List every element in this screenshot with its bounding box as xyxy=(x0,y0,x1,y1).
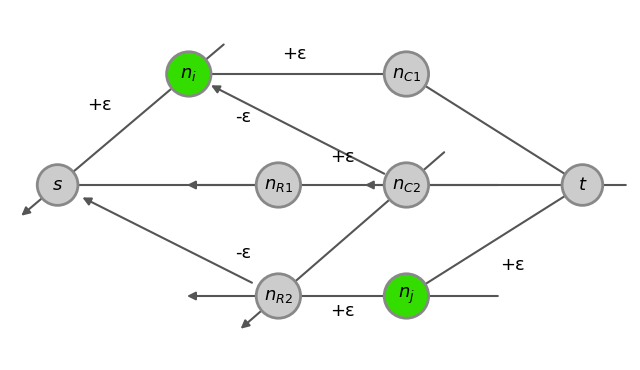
Ellipse shape xyxy=(384,52,429,96)
Text: $n_{C2}$: $n_{C2}$ xyxy=(392,176,421,194)
Text: -ε: -ε xyxy=(235,245,252,262)
Ellipse shape xyxy=(37,165,78,205)
Text: $n_j$: $n_j$ xyxy=(398,286,415,306)
Ellipse shape xyxy=(384,163,429,207)
Ellipse shape xyxy=(256,274,301,318)
Text: -ε: -ε xyxy=(235,108,252,125)
Text: $n_{C1}$: $n_{C1}$ xyxy=(392,65,421,83)
Text: $n_i$: $n_i$ xyxy=(180,65,197,83)
Text: $n_{R1}$: $n_{R1}$ xyxy=(264,176,293,194)
Text: $n_{R2}$: $n_{R2}$ xyxy=(264,287,293,305)
Ellipse shape xyxy=(256,163,301,207)
Ellipse shape xyxy=(384,274,429,318)
Text: +ε: +ε xyxy=(500,256,524,273)
Text: $t$: $t$ xyxy=(577,176,588,194)
Ellipse shape xyxy=(562,165,603,205)
Text: +ε: +ε xyxy=(282,45,307,63)
Text: $s$: $s$ xyxy=(52,176,63,194)
Ellipse shape xyxy=(166,52,211,96)
Text: +ε: +ε xyxy=(330,148,355,166)
Text: +ε: +ε xyxy=(87,97,111,114)
Text: +ε: +ε xyxy=(330,302,355,320)
